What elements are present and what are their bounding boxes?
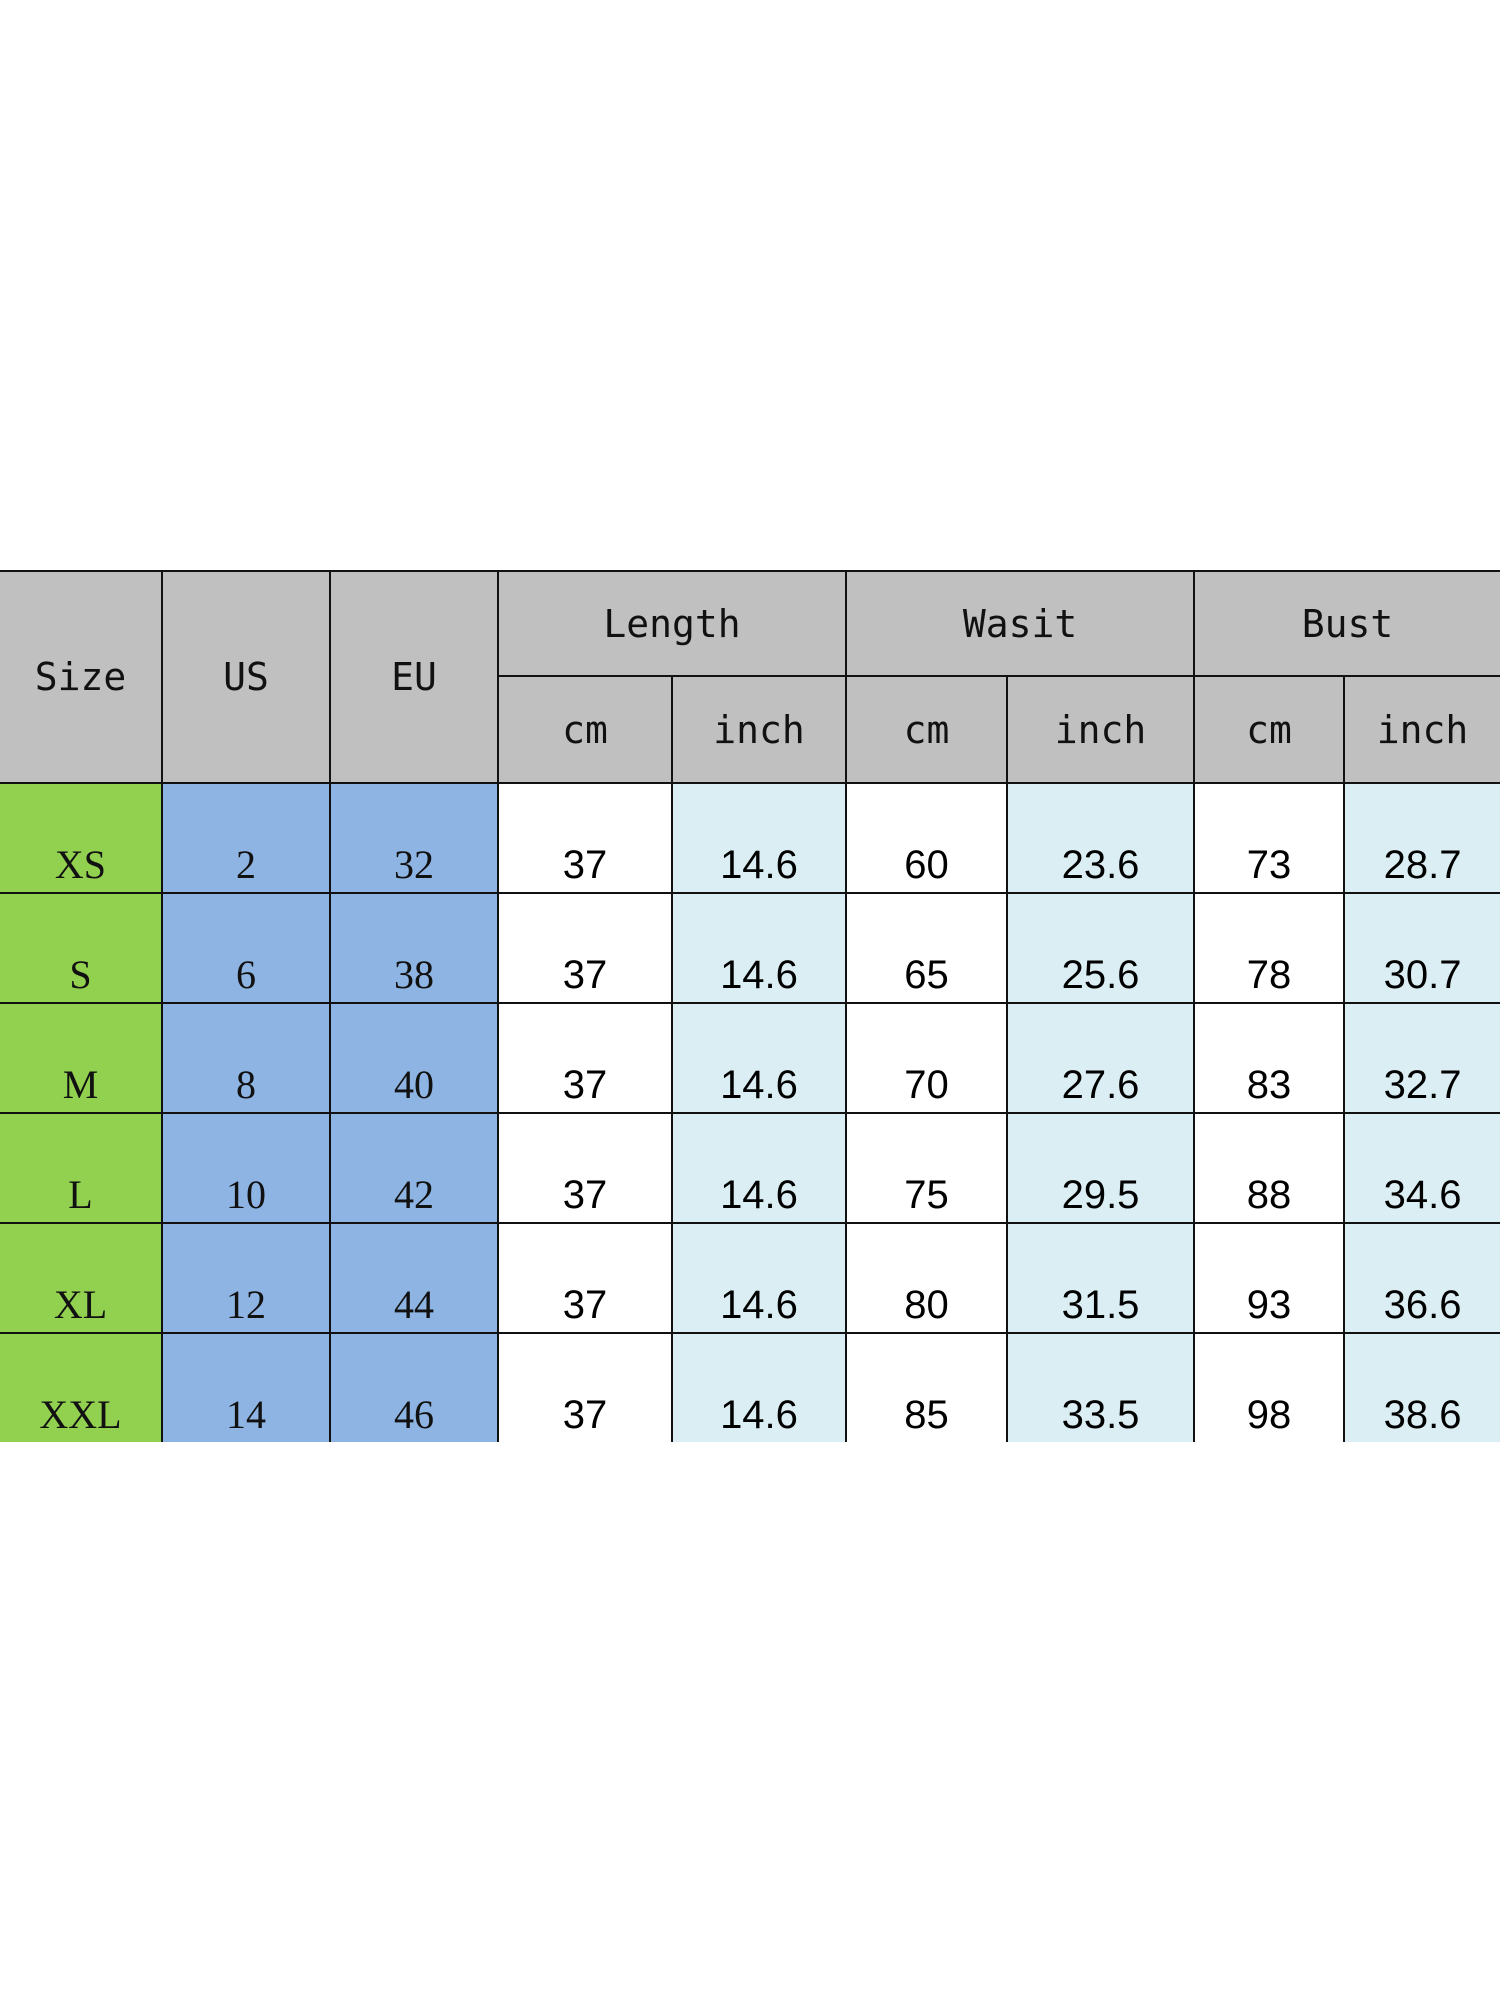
eu-cell: 32 xyxy=(329,782,499,894)
eu-cell: 46 xyxy=(329,1332,499,1442)
header-row-units: cm inch cm inch cm inch xyxy=(0,675,1500,784)
length-inch-cell: 14.6 xyxy=(671,782,847,894)
bust-cm-cell: 98 xyxy=(1193,1332,1346,1442)
length-inch-cell: 14.6 xyxy=(671,1332,847,1442)
waist-inch-cell: 33.5 xyxy=(1005,1332,1196,1442)
waist-cm-cell: 80 xyxy=(845,1222,1008,1334)
size-cell: XXL xyxy=(0,1332,163,1442)
us-cell: 14 xyxy=(161,1332,331,1442)
size-chart-table: Size US EU Length Wasit Bust cm inch cm … xyxy=(0,570,1500,1442)
us-cell: 12 xyxy=(161,1222,331,1334)
header-waist-cm: cm xyxy=(845,675,1008,784)
bust-cm-cell: 88 xyxy=(1193,1112,1346,1224)
header-eu: EU xyxy=(329,570,499,784)
waist-cm-cell: 85 xyxy=(845,1332,1008,1442)
size-cell: XS xyxy=(0,782,163,894)
length-cm-cell: 37 xyxy=(497,1002,673,1114)
waist-cm-cell: 75 xyxy=(845,1112,1008,1224)
waist-inch-cell: 23.6 xyxy=(1005,782,1196,894)
header-length-inch: inch xyxy=(671,675,847,784)
waist-cm-cell: 70 xyxy=(845,1002,1008,1114)
us-cell: 8 xyxy=(161,1002,331,1114)
length-cm-cell: 37 xyxy=(497,1222,673,1334)
waist-inch-cell: 29.5 xyxy=(1005,1112,1196,1224)
bust-inch-cell: 32.7 xyxy=(1343,1002,1500,1114)
length-inch-cell: 14.6 xyxy=(671,1002,847,1114)
table-row: S 6 38 37 14.6 65 25.6 78 30.7 xyxy=(0,892,1500,1004)
size-cell: S xyxy=(0,892,163,1004)
table-row: M 8 40 37 14.6 70 27.6 83 32.7 xyxy=(0,1002,1500,1114)
header-bust-inch: inch xyxy=(1343,675,1500,784)
length-cm-cell: 37 xyxy=(497,1112,673,1224)
bust-inch-cell: 30.7 xyxy=(1343,892,1500,1004)
bust-cm-cell: 93 xyxy=(1193,1222,1346,1334)
header-size: Size xyxy=(0,570,163,784)
length-cm-cell: 37 xyxy=(497,782,673,894)
size-cell: L xyxy=(0,1112,163,1224)
waist-cm-cell: 65 xyxy=(845,892,1008,1004)
eu-cell: 44 xyxy=(329,1222,499,1334)
header-us: US xyxy=(161,570,331,784)
table-row: XS 2 32 37 14.6 60 23.6 73 28.7 xyxy=(0,782,1500,894)
length-inch-cell: 14.6 xyxy=(671,1112,847,1224)
bust-inch-cell: 28.7 xyxy=(1343,782,1500,894)
length-cm-cell: 37 xyxy=(497,1332,673,1442)
header-bust-cm: cm xyxy=(1193,675,1346,784)
waist-inch-cell: 25.6 xyxy=(1005,892,1196,1004)
bust-inch-cell: 36.6 xyxy=(1343,1222,1500,1334)
bust-inch-cell: 38.6 xyxy=(1343,1332,1500,1442)
eu-cell: 40 xyxy=(329,1002,499,1114)
us-cell: 10 xyxy=(161,1112,331,1224)
bust-cm-cell: 73 xyxy=(1193,782,1346,894)
header-length-cm: cm xyxy=(498,675,673,784)
header-length: Length xyxy=(497,570,847,677)
waist-inch-cell: 27.6 xyxy=(1005,1002,1196,1114)
header-waist: Wasit xyxy=(844,570,1196,677)
size-cell: M xyxy=(0,1002,163,1114)
table-row: XXL 14 46 37 14.6 85 33.5 98 38.6 xyxy=(0,1332,1500,1442)
bust-cm-cell: 83 xyxy=(1193,1002,1346,1114)
length-cm-cell: 37 xyxy=(497,892,673,1004)
eu-cell: 38 xyxy=(329,892,499,1004)
header-waist-inch: inch xyxy=(1005,675,1196,784)
table-row: L 10 42 37 14.6 75 29.5 88 34.6 xyxy=(0,1112,1500,1224)
bust-cm-cell: 78 xyxy=(1193,892,1346,1004)
table-row: XL 12 44 37 14.6 80 31.5 93 36.6 xyxy=(0,1222,1500,1334)
us-cell: 2 xyxy=(161,782,331,894)
header-bust: Bust xyxy=(1193,570,1500,677)
eu-cell: 42 xyxy=(329,1112,499,1224)
waist-cm-cell: 60 xyxy=(845,782,1008,894)
length-inch-cell: 14.6 xyxy=(671,1222,847,1334)
waist-inch-cell: 31.5 xyxy=(1005,1222,1196,1334)
length-inch-cell: 14.6 xyxy=(671,892,847,1004)
bust-inch-cell: 34.6 xyxy=(1343,1112,1500,1224)
header-row-top: Size US EU Length Wasit Bust xyxy=(0,570,1500,784)
us-cell: 6 xyxy=(161,892,331,1004)
size-cell: XL xyxy=(0,1222,163,1334)
